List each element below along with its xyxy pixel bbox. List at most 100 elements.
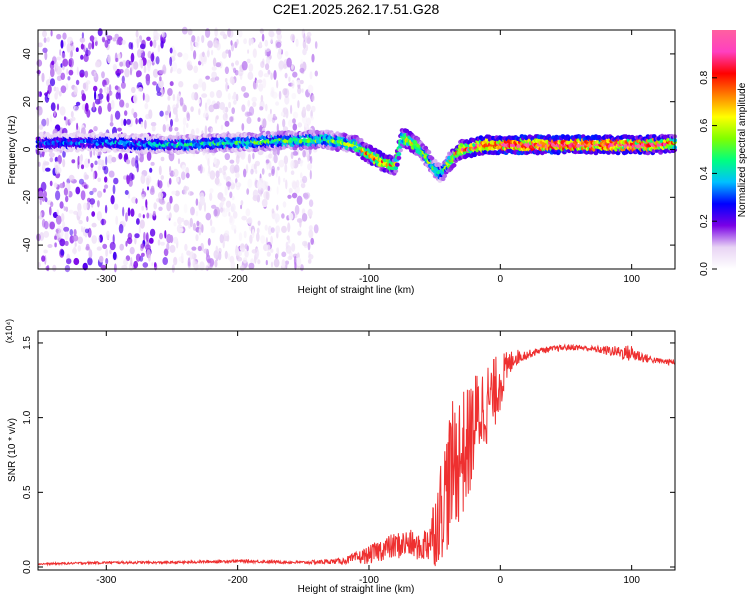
spectrogram-cell [68, 174, 75, 182]
spectrogram-cell [268, 30, 275, 38]
spectrogram-cell [225, 200, 232, 208]
spectrogram-cell [229, 164, 236, 174]
spectrogram-cell [91, 235, 97, 244]
spectrogram-cell [43, 37, 47, 43]
spectrogram-cell [290, 33, 296, 42]
spectrogram-cell [308, 199, 314, 207]
spectrogram-cell [197, 98, 201, 104]
spectrogram-cell [167, 104, 171, 114]
spectrogram-cell [192, 222, 196, 231]
spectrogram-cell [116, 72, 120, 78]
spectrogram-cell [135, 118, 138, 125]
spectrogram-cell [210, 77, 217, 83]
spectrogram-cell [245, 164, 249, 174]
spectrogram-cell [151, 262, 154, 267]
spectrogram-cell [268, 153, 273, 159]
spectrogram-cell [204, 108, 209, 118]
spectrogram-cell [110, 99, 115, 110]
spectrogram-cell [227, 28, 232, 38]
spectrogram-cell [124, 68, 130, 78]
spectrogram-cell [171, 62, 178, 72]
spectrogram-cell [261, 168, 265, 175]
spectrogram-cell [113, 65, 118, 72]
colorbar-tick-label: 0.2 [699, 214, 710, 228]
spectrogram-cell [75, 79, 80, 86]
spectrogram-cell [211, 66, 217, 71]
x-tick-label: -300 [96, 274, 116, 285]
spectrogram-cell [176, 68, 182, 75]
y-tick-label: 40 [22, 48, 33, 60]
spectrogram-cell [309, 169, 312, 180]
snr-x-ticks: -300 -200 -100 0 100 [96, 331, 640, 586]
spectrogram-cell [63, 116, 67, 121]
spectrogram-cell [183, 185, 188, 195]
spectrogram-cell [276, 186, 279, 195]
x-tick-label: 100 [623, 274, 640, 285]
spectrogram-cell [41, 118, 47, 127]
spectrogram-cell [48, 152, 55, 158]
spectrogram-cell [260, 235, 266, 244]
spectrogram-cell [102, 38, 105, 43]
spectrogram-cell [246, 58, 251, 64]
spectrogram-cell [140, 243, 145, 249]
spectrogram-cell [252, 189, 259, 199]
spectrogram-cell [247, 49, 250, 54]
spectrogram-cell [126, 118, 131, 125]
spectrogram-cell [38, 131, 44, 137]
spectrogram-cell [84, 228, 90, 234]
spectrogram-cell [199, 195, 205, 206]
spectrogram-cell [292, 71, 298, 78]
spectrogram-cell [287, 194, 292, 199]
spectrogram-cell [195, 211, 199, 217]
spectrogram-cell [124, 190, 129, 195]
spectrogram-cell [97, 200, 100, 208]
spectrogram-cells [35, 26, 678, 273]
spectrogram-cell [109, 249, 112, 255]
spectrogram-cell [266, 251, 271, 257]
spectrogram-cell [152, 68, 159, 78]
spectrogram-cell [49, 206, 52, 216]
spectrogram-cell [276, 41, 282, 49]
spectrogram-cell [76, 66, 79, 76]
spectrogram-cell [288, 212, 294, 221]
spectrogram-cell [84, 49, 91, 56]
spectrogram-cell [49, 157, 54, 163]
spectrogram-cell [55, 190, 61, 201]
spectrogram-cell [172, 107, 178, 115]
spectrogram-cell [106, 230, 110, 240]
spectrogram-cell [117, 127, 122, 132]
spectrogram-cell [259, 106, 264, 111]
spectrogram-cell [141, 193, 145, 200]
spectrogram-cell [231, 62, 234, 67]
spectrogram-cell [243, 230, 247, 239]
spectrogram-cell [46, 264, 50, 272]
spectrogram-cell [66, 68, 69, 75]
spectrogram-cell [157, 44, 161, 53]
spectrogram-cell [257, 79, 263, 84]
spectrogram-cell [211, 49, 214, 56]
spectrogram-cell [199, 261, 205, 271]
spectrogram-cell [267, 185, 271, 191]
spectrogram-cell [75, 186, 81, 195]
spectrogram-cell [196, 220, 200, 227]
spectrogram-cell [261, 180, 267, 191]
spectrogram-cell [183, 203, 188, 214]
spectrogram-cell [232, 211, 238, 219]
spectrogram-cell [130, 208, 135, 217]
spectrogram-cell [314, 41, 318, 49]
spectrogram-cell [118, 69, 124, 74]
spectrogram-cell [144, 102, 149, 110]
spectrogram-cell [52, 264, 57, 272]
spectrogram-cell [278, 175, 281, 186]
spectrogram-cell [256, 179, 263, 190]
spectrogram-cell [49, 78, 56, 87]
spectrogram-cell [179, 97, 184, 106]
spectrogram-cell [300, 172, 303, 179]
spectrogram-cell [241, 104, 246, 112]
spectrogram-cell [169, 47, 173, 54]
spectrogram-cell [59, 106, 66, 116]
spectrogram-cell [224, 66, 229, 75]
spectrogram-cell [258, 70, 264, 78]
spectrogram-cell [255, 232, 260, 242]
snr-y-label: SNR (10 * v/v) [7, 418, 18, 482]
